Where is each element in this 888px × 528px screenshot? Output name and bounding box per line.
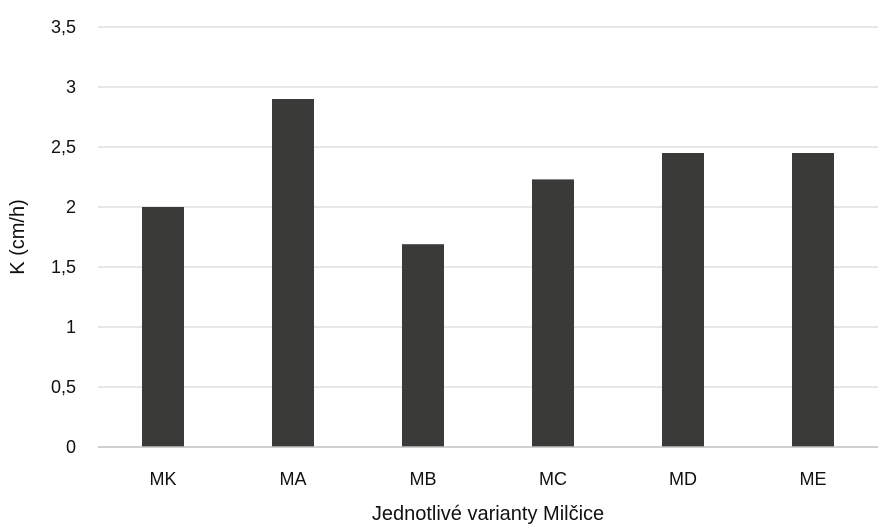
x-axis: MK MA MB MC MD ME: [98, 446, 878, 489]
y-tick-label: 1: [66, 317, 76, 337]
y-tick-label: 2,5: [51, 137, 76, 157]
bar-md: [662, 153, 704, 447]
bar-ma: [272, 99, 314, 447]
bar-mk: [142, 207, 184, 447]
grid-lines: [98, 26, 878, 388]
y-tick-label: 0,5: [51, 377, 76, 397]
bar-mc: [532, 179, 574, 447]
y-tick-label: 3,5: [51, 17, 76, 37]
x-tick-label: MC: [539, 469, 567, 489]
bar-mb: [402, 244, 444, 447]
y-tick-label: 0: [66, 437, 76, 457]
y-axis-title: K (cm/h): [7, 199, 29, 275]
bars: [142, 99, 834, 447]
bar-me: [792, 153, 834, 447]
y-tick-label: 1,5: [51, 257, 76, 277]
y-tick-label: 2: [66, 197, 76, 217]
x-tick-label: MK: [150, 469, 177, 489]
x-tick-label: MD: [669, 469, 697, 489]
y-axis: 0 0,5 1 1,5 2 2,5 3 3,5: [51, 17, 76, 457]
x-axis-title: Jednotlivé varianty Milčice: [372, 503, 604, 525]
x-tick-label: MB: [410, 469, 437, 489]
x-tick-label: MA: [280, 469, 307, 489]
y-tick-label: 3: [66, 77, 76, 97]
x-tick-label: ME: [800, 469, 827, 489]
